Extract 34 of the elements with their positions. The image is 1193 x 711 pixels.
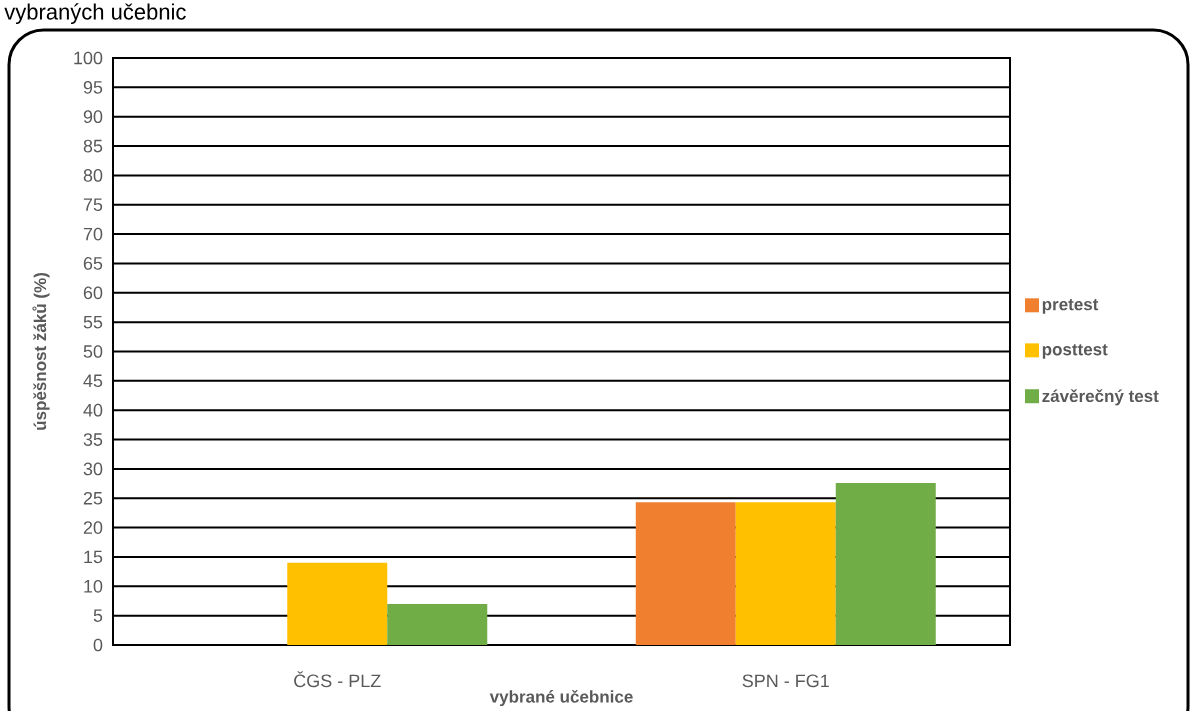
- y-tick-label: 60: [83, 286, 103, 300]
- y-tick-label: 90: [83, 110, 103, 124]
- y-tick-label: 50: [83, 345, 103, 358]
- y-tick-label: 80: [83, 169, 103, 182]
- bar: [735, 502, 836, 645]
- x-tick-label: ČGS - PLZ: [294, 671, 381, 688]
- bar: [635, 502, 736, 645]
- x-tick-label: SPN - FG1: [742, 674, 829, 688]
- y-tick-label: 20: [83, 521, 103, 534]
- y-tick-label: 75: [83, 198, 103, 212]
- y-tick-label: 35: [83, 433, 103, 446]
- y-tick-label: 25: [83, 491, 103, 505]
- y-tick-label: 65: [83, 257, 103, 270]
- chart-title: vybraných učebnic: [4, 3, 186, 25]
- y-tick-label: 45: [83, 374, 103, 388]
- x-axis-title: vybrané učebnice: [489, 689, 633, 707]
- y-tick-label: 100: [74, 51, 103, 65]
- y-tick-label: 95: [83, 80, 103, 94]
- y-tick-label: 85: [83, 139, 103, 153]
- y-axis-title: úspěšnost žáků (%): [32, 273, 50, 430]
- y-tick-label: 40: [83, 403, 103, 417]
- y-tick-label: 55: [83, 315, 103, 329]
- y-tick-label: 5: [93, 609, 103, 622]
- y-tick-label: 10: [84, 579, 103, 593]
- bar: [835, 482, 936, 645]
- y-tick-label: 30: [83, 462, 103, 476]
- bar: [287, 562, 388, 645]
- legend-label: závěrečný test: [1042, 389, 1159, 406]
- legend-label: pretest: [1042, 299, 1099, 314]
- y-tick-label: 0: [93, 638, 103, 652]
- bar: [387, 603, 488, 645]
- legend-label: posttest: [1042, 344, 1108, 359]
- y-tick-label: 70: [83, 227, 103, 241]
- y-tick-label: 15: [84, 550, 103, 564]
